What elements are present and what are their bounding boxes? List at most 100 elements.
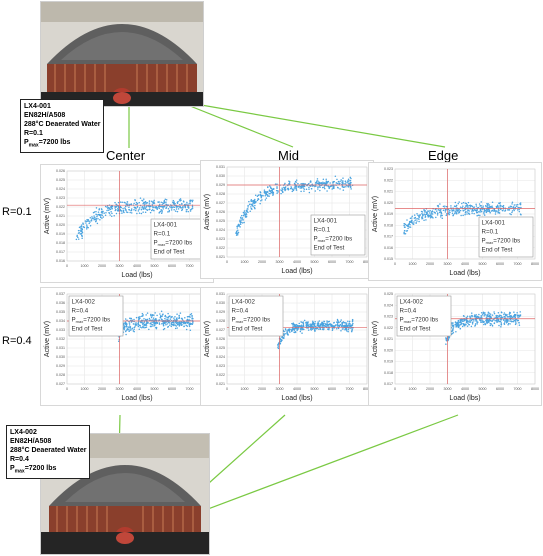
data-point [409, 223, 411, 226]
data-point [315, 181, 317, 184]
legend-text: End of Test [400, 326, 431, 333]
x-tick-label: 0 [226, 260, 228, 264]
data-point [93, 211, 96, 213]
data-point [337, 327, 340, 330]
y-tick-label: 0.022 [384, 178, 393, 182]
y-tick-label: 0.022 [216, 246, 225, 250]
data-point [481, 317, 483, 319]
x-tick-label: 6000 [168, 264, 176, 268]
data-point [238, 223, 240, 226]
data-point [291, 188, 294, 190]
data-point [99, 219, 101, 221]
data-point [174, 316, 176, 318]
data-point [463, 325, 466, 327]
data-point [286, 332, 289, 334]
data-point [115, 205, 118, 208]
data-point [294, 180, 297, 183]
top-specimen-material: EN82H/A508 [24, 112, 66, 119]
data-point [325, 178, 327, 181]
data-point [129, 327, 132, 329]
data-point [280, 192, 282, 195]
data-point [144, 211, 147, 213]
data-point [409, 221, 411, 223]
data-point [490, 323, 493, 325]
data-point [102, 210, 104, 213]
data-point [441, 214, 443, 217]
data-point [465, 319, 467, 321]
data-point [85, 228, 88, 230]
data-point [162, 322, 165, 324]
data-point [323, 187, 326, 190]
data-point [493, 210, 495, 213]
data-point [424, 214, 426, 216]
data-point [189, 199, 191, 202]
data-point [484, 322, 486, 325]
data-point [352, 322, 354, 325]
data-point [167, 326, 169, 328]
data-point [482, 205, 484, 207]
x-axis-label: Load (lbs) [121, 272, 152, 279]
data-point [181, 207, 184, 209]
data-point [484, 323, 487, 326]
data-point [298, 322, 300, 325]
data-point [139, 326, 142, 328]
data-point [518, 322, 520, 324]
data-point [475, 203, 477, 206]
data-point [138, 207, 141, 209]
data-point [185, 324, 187, 327]
data-point [489, 319, 492, 322]
data-point [244, 211, 246, 214]
x-axis-label: Load (lbs) [281, 268, 312, 275]
data-point [347, 328, 350, 331]
data-point [149, 208, 151, 210]
data-point [189, 202, 191, 204]
data-point [184, 206, 187, 209]
data-point [429, 212, 431, 214]
data-point [120, 206, 122, 209]
data-point [480, 201, 482, 203]
x-tick-label: 8000 [363, 260, 371, 264]
x-tick-label: 5000 [151, 264, 159, 268]
data-point [139, 315, 141, 318]
data-point [331, 325, 334, 327]
data-point [427, 210, 429, 212]
data-point [335, 324, 337, 326]
data-point [498, 320, 501, 323]
x-tick-label: 5000 [479, 387, 487, 391]
data-point [493, 312, 496, 315]
data-point [135, 207, 137, 210]
data-point [85, 220, 87, 223]
data-point [494, 213, 497, 215]
data-point [161, 323, 163, 325]
x-tick-label: 3000 [444, 387, 452, 391]
data-point [290, 187, 293, 189]
y-tick-label: 0.029 [216, 310, 225, 314]
data-point [435, 210, 438, 212]
data-point [130, 203, 133, 205]
data-point [191, 317, 193, 320]
top-specimen-ratio: R=0.1 [24, 130, 43, 137]
data-point [460, 323, 462, 326]
bottom-specimen-ratio: R=0.4 [10, 456, 29, 463]
data-point [480, 315, 482, 317]
data-point [323, 328, 325, 330]
data-point [484, 312, 486, 314]
data-point [179, 205, 181, 208]
data-point [404, 233, 407, 235]
y-tick-label: 0.022 [56, 205, 65, 209]
data-point [448, 213, 450, 216]
data-point [160, 310, 163, 312]
legend-text: End of Test [154, 249, 185, 256]
data-point [150, 209, 153, 212]
data-point [263, 190, 266, 193]
data-point [518, 324, 521, 326]
data-point [475, 209, 477, 211]
data-point [239, 226, 241, 228]
data-point [189, 329, 192, 332]
data-point [517, 316, 519, 318]
data-point [321, 323, 323, 326]
data-point [145, 201, 147, 204]
data-point [469, 319, 471, 322]
legend-text: Pmax=7200 lbs [232, 317, 271, 325]
legend-text: End of Test [72, 326, 103, 333]
